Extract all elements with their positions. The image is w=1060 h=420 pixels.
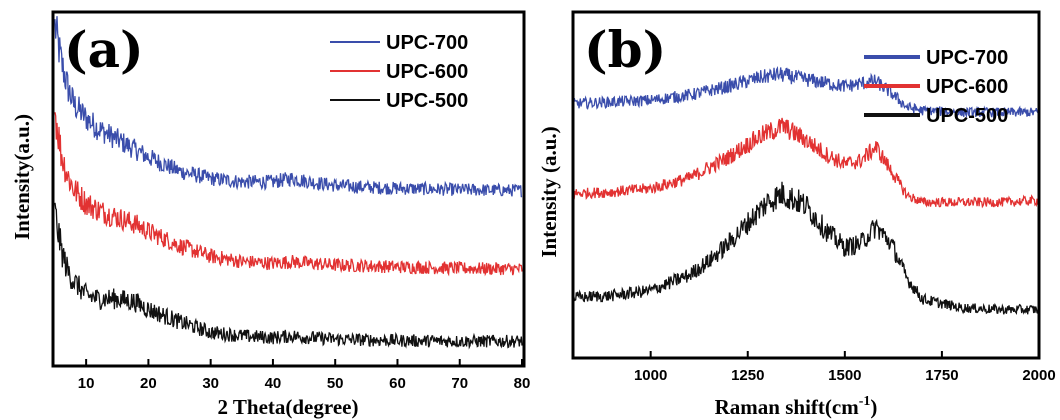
panel-a-x-tick-label: 40 [265, 375, 282, 392]
panel-b-x-tick-label: 1750 [925, 367, 958, 384]
panel-a-x-tick-label: 10 [78, 375, 95, 392]
panel-b-x-tick-label: 1000 [634, 367, 667, 384]
panel-a-x-axis-title: 2 Theta(degree) [218, 395, 359, 419]
panel-b-x-tick-label: 1250 [731, 367, 764, 384]
panel-b-x-tick-label: 2000 [1022, 367, 1055, 384]
panel-a-series-upc-500-line [54, 202, 523, 350]
panel-a-x-tick-label: 70 [451, 375, 468, 392]
panel-b-x-tick-label: 1500 [828, 367, 861, 384]
panel-a-y-axis-title: Intensity(a.u.) [10, 114, 34, 240]
panel-b-legend-label-upc-500: UPC-500 [926, 105, 1008, 127]
panel-a-x-tick-label: 80 [514, 375, 531, 392]
panel-b-frame [571, 10, 1041, 360]
panel-b-legend: UPC-700 UPC-600 UPC-500 [864, 47, 1008, 127]
panel-b-series-upc-500-line [572, 181, 1040, 316]
panel-a-legend-label-upc-500: UPC-500 [386, 90, 468, 112]
panel-a-x-tick-label: 60 [389, 375, 406, 392]
panel-a-legend-label-upc-600: UPC-600 [386, 61, 468, 83]
panel-a-series-upc-600-line [54, 112, 523, 277]
panel-a-legend-label-upc-700: UPC-700 [386, 32, 468, 54]
panel-b-legend-label-upc-700: UPC-700 [926, 47, 1008, 69]
panel-a-x-tick-label: 20 [140, 375, 157, 392]
panel-a-legend: UPC-700 UPC-600 UPC-500 [330, 32, 468, 112]
panel-b-legend-label-upc-600: UPC-600 [926, 76, 1008, 98]
panel-b-series-upc-600-line [572, 117, 1040, 209]
panel-b-y-axis-title: Intensity (a.u.) [537, 126, 561, 257]
panel-b-plot-area [572, 65, 1040, 316]
panel-a-series-upc-700-line [54, 16, 523, 198]
panel-b-label: (b) [584, 20, 666, 79]
panel-b-x-ticks: 1000 1250 1500 1750 2000 [634, 351, 1056, 384]
panel-a-x-ticks: 10 20 30 40 50 60 70 80 [78, 359, 531, 392]
panel-a-label: (a) [64, 20, 144, 79]
panel-a-xrd-chart: Intensity(a.u.) 2 Theta(degree) 10 20 30 40… [10, 10, 531, 419]
panel-a-x-tick-label: 50 [327, 375, 344, 392]
panel-a-x-tick-label: 30 [202, 375, 219, 392]
panel-a-plot-area [54, 16, 523, 350]
panel-b-x-axis-title: Raman shift(cm-1) [715, 394, 878, 419]
panel-a-frame [51, 10, 526, 368]
panel-b-raman-chart: Intensity (a.u.) Raman shift(cm-1) 1000 1… [537, 10, 1056, 419]
panel-b-series-upc-700-line [572, 65, 1040, 119]
